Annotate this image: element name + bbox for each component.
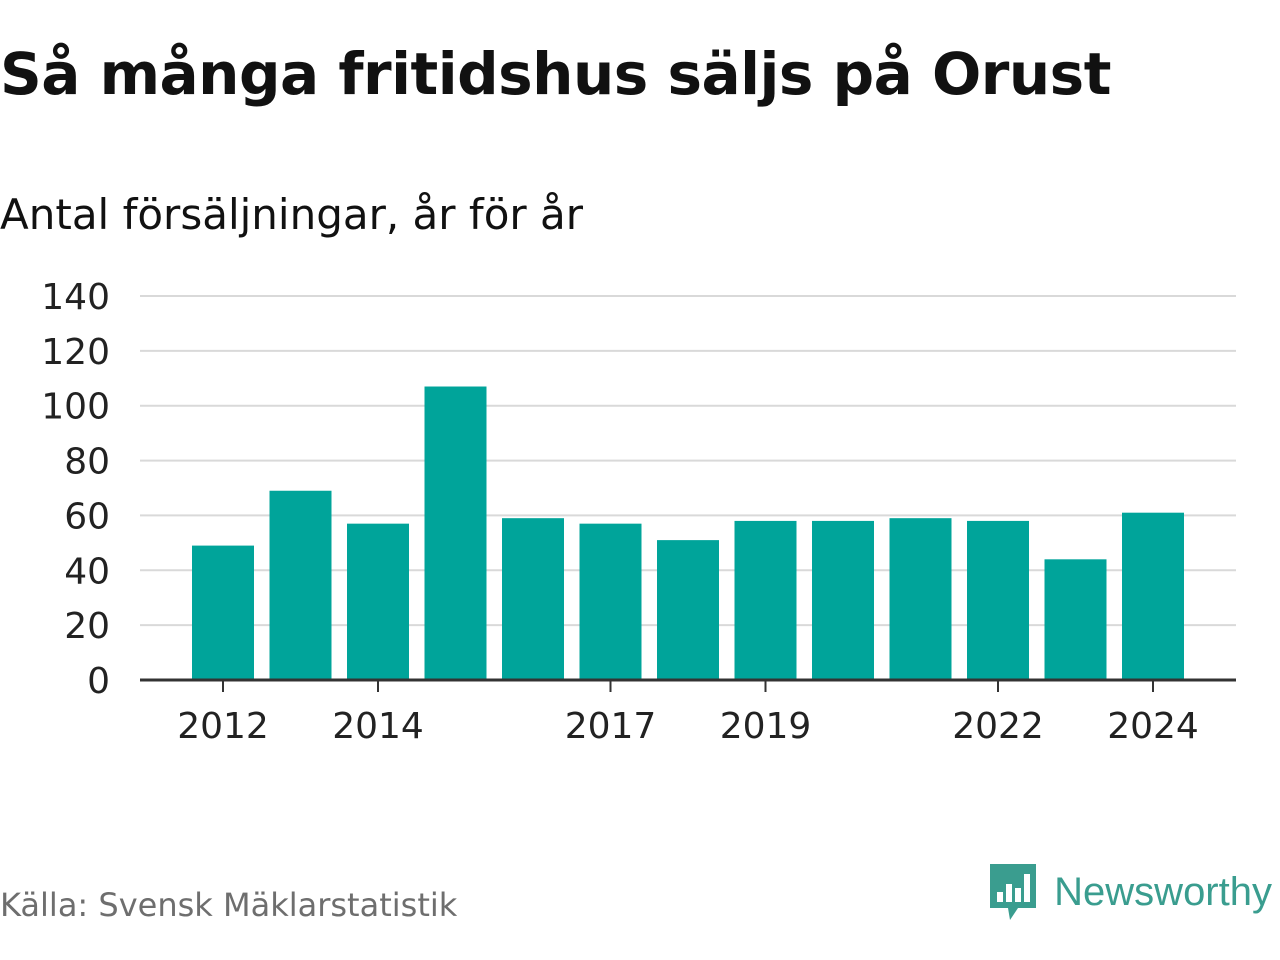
bar	[192, 545, 254, 680]
y-tick-label: 80	[64, 442, 110, 483]
brand-name: Newsworthy	[1054, 869, 1272, 914]
newsworthy-logo-icon	[990, 864, 1037, 920]
brand-logo: Newsworthy	[988, 862, 1272, 922]
bar	[269, 490, 332, 680]
bar-chart: 0 20 40 60 80 100 120 140 2012 2014 2017 2019 2022 20…	[41, 277, 1236, 747]
x-tick-label: 2012	[177, 706, 269, 747]
bar	[1044, 559, 1107, 680]
bar	[424, 386, 487, 680]
y-tick-label: 40	[64, 551, 110, 592]
y-tick-label: 140	[41, 277, 110, 318]
chart-subtitle: Antal försäljningar, år för år	[0, 190, 584, 239]
source-note: Källa: Svensk Mäklarstatistik	[0, 886, 458, 924]
chart-title: Så många fritidshus säljs på Orust	[0, 40, 1111, 108]
y-tick-label: 0	[87, 661, 110, 702]
bar	[1122, 512, 1184, 680]
bar	[657, 540, 719, 680]
bar	[812, 520, 874, 680]
x-tick-label: 2019	[720, 706, 812, 747]
y-tick-label: 60	[64, 496, 110, 537]
y-tick-label: 20	[64, 606, 110, 647]
x-tick-label: 2024	[1107, 706, 1199, 747]
x-tick-label: 2022	[952, 706, 1044, 747]
bar	[347, 523, 409, 680]
bar	[967, 520, 1029, 680]
y-tick-label: 100	[41, 387, 110, 428]
y-tick-label: 120	[41, 332, 110, 373]
bar	[734, 520, 797, 680]
bar	[502, 518, 564, 680]
x-tick-label: 2017	[565, 706, 657, 747]
bar	[579, 523, 642, 680]
x-tick-label: 2014	[332, 706, 424, 747]
bar	[889, 518, 952, 680]
